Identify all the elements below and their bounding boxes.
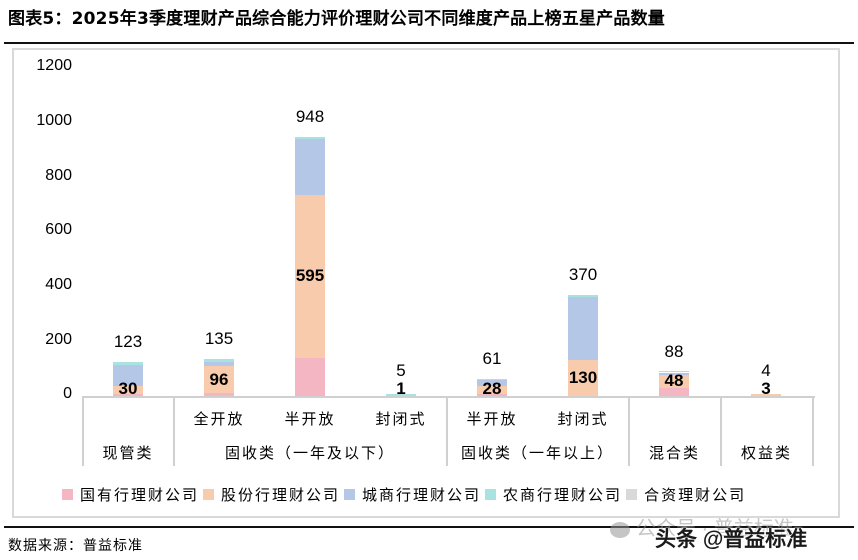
- x-axis-divider: [173, 396, 175, 466]
- bar-segment: [477, 393, 507, 396]
- x-axis-divider: [446, 396, 448, 466]
- x-sub-label: 封闭式: [557, 410, 609, 428]
- legend-item-joint-stock: 股份行理财公司: [203, 484, 340, 505]
- legend-label: 城商行理财公司: [362, 486, 482, 504]
- bar-stack: [659, 370, 689, 396]
- x-sub-label: 半开放: [466, 410, 518, 428]
- y-tick: 800: [45, 167, 72, 184]
- bar-segment: [204, 392, 234, 396]
- bar-segment: [477, 380, 507, 387]
- bar-stack: [295, 136, 325, 396]
- bar-segment: [568, 296, 598, 361]
- legend-item-joint-venture: 合资理财公司: [626, 484, 746, 505]
- joint-stock-data-label: 48: [664, 371, 684, 391]
- bar-segment: [751, 394, 781, 396]
- legend-item-rural-commercial: 农商行理财公司: [485, 484, 622, 505]
- chart-title: 图表5：2025年3季度理财产品综合能力评价理财公司不同维度产品上榜五星产品数量: [8, 9, 665, 29]
- bar-stack: [113, 362, 143, 396]
- total-data-label: 61: [482, 349, 502, 369]
- bar-stack: [204, 359, 234, 396]
- bar-segment: [477, 386, 507, 394]
- x-group-label: 混合类: [648, 444, 700, 462]
- bar-stack: [568, 294, 598, 396]
- bar-segment: [295, 357, 325, 396]
- joint-stock-data-label: 96: [209, 369, 229, 389]
- y-tick: 1000: [36, 112, 72, 129]
- joint-stock-data-label: 28: [482, 379, 502, 398]
- bar-segment: [113, 364, 143, 386]
- data-source: 数据来源：普益标准: [8, 538, 143, 554]
- x-group-label: 权益类: [740, 444, 792, 462]
- legend-label: 股份行理财公司: [221, 486, 341, 504]
- x-sub-label: 全开放: [193, 410, 245, 428]
- bar-segment: [659, 370, 689, 373]
- chart-legend: 国有行理财公司 股份行理财公司 城商行理财公司 农商行理财公司 合资理财公司: [62, 484, 750, 505]
- joint-stock-data-label: 30: [118, 379, 138, 398]
- watermark-text: 公众号 · 普益标准: [636, 518, 794, 540]
- total-data-label: 123: [113, 332, 143, 352]
- legend-swatch-icon: [344, 489, 356, 500]
- bottom-rule: [4, 526, 854, 528]
- chart-frame: [12, 48, 840, 518]
- bar-segment: [295, 136, 325, 140]
- x-axis-line: [82, 396, 815, 398]
- bar-segment: [295, 139, 325, 196]
- total-data-label: 135: [204, 329, 234, 349]
- y-tick: 400: [45, 276, 72, 293]
- legend-swatch-icon: [203, 489, 215, 500]
- watermark-toutiao: 头条 @普益标准: [655, 528, 808, 551]
- legend-item-state-owned: 国有行理财公司: [62, 484, 199, 505]
- bar-segment: [113, 385, 143, 395]
- total-data-label: 4: [761, 361, 771, 380]
- y-tick: 600: [45, 221, 72, 238]
- x-group-label: 固收类（一年以上）: [460, 444, 614, 462]
- joint-stock-data-label: 130: [568, 368, 598, 388]
- bar-segment: [568, 294, 598, 297]
- bar-segment: [204, 366, 234, 393]
- y-tick: 200: [45, 331, 72, 348]
- bar-segment: [204, 359, 234, 362]
- bar-segment: [113, 394, 143, 396]
- x-axis-divider: [628, 396, 630, 466]
- joint-stock-data-label: 595: [295, 266, 325, 286]
- x-axis-divider: [720, 396, 722, 466]
- wechat-icon: [610, 521, 630, 538]
- legend-item-city-commercial: 城商行理财公司: [344, 484, 481, 505]
- watermark-wechat: 公众号 · 普益标准: [610, 512, 794, 541]
- x-axis-divider: [82, 396, 84, 466]
- bar-segment: [204, 361, 234, 367]
- bar-segment: [113, 362, 143, 365]
- bar-segment: [295, 195, 325, 358]
- y-tick: 1200: [36, 57, 72, 74]
- bar-segment: [659, 372, 689, 375]
- x-axis-divider: [812, 396, 814, 466]
- total-data-label: 948: [295, 106, 325, 126]
- total-data-label: 88: [664, 341, 684, 361]
- legend-swatch-icon: [626, 489, 638, 500]
- bar-stack: [386, 394, 416, 396]
- bar-stack: [477, 378, 507, 396]
- legend-label: 农商行理财公司: [503, 486, 623, 504]
- legend-label: 合资理财公司: [644, 486, 747, 504]
- x-sub-label: 半开放: [284, 410, 336, 428]
- joint-stock-data-label: 1: [396, 379, 406, 398]
- x-group-label: 固收类（一年及以下）: [224, 444, 395, 462]
- y-tick: 0: [63, 385, 72, 402]
- total-data-label: 5: [396, 361, 406, 380]
- top-rule: [4, 42, 854, 44]
- legend-swatch-icon: [62, 489, 73, 500]
- bar-segment: [386, 394, 416, 396]
- joint-stock-data-label: 3: [761, 379, 771, 398]
- legend-label: 国有行理财公司: [80, 486, 200, 504]
- bar-segment: [659, 387, 689, 396]
- legend-swatch-icon: [485, 489, 497, 500]
- bar-segment: [659, 374, 689, 388]
- bar-segment: [477, 378, 507, 381]
- total-data-label: 370: [568, 264, 598, 284]
- bar-segment: [568, 360, 598, 396]
- x-sub-label: 封闭式: [375, 410, 427, 428]
- x-group-label: 现管类: [102, 444, 154, 462]
- bar-stack: [751, 394, 781, 396]
